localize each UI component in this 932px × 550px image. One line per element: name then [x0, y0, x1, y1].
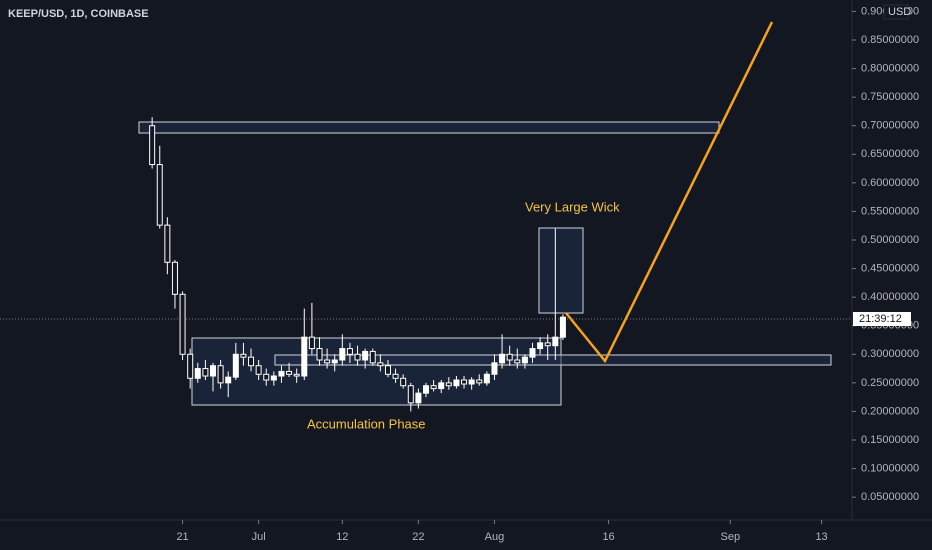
candle-body — [392, 373, 399, 379]
x-tick-label: Sep — [720, 531, 740, 543]
candle-body — [187, 353, 194, 379]
projection-path — [565, 21, 774, 364]
candle-body — [346, 348, 353, 355]
candle-body — [476, 379, 483, 384]
x-tick-label: 22 — [412, 531, 424, 543]
y-tick-label: 0.55000000 — [861, 205, 919, 217]
y-tick-label: 0.05000000 — [861, 491, 919, 503]
candle-body — [384, 365, 391, 375]
candle-body — [544, 342, 551, 347]
candle-body — [407, 385, 414, 404]
y-tick-label: 0.40000000 — [861, 291, 919, 303]
candle-body — [278, 370, 285, 377]
candle-body — [491, 362, 498, 375]
candle-body — [263, 373, 270, 381]
countdown-box — [853, 312, 911, 326]
candle-body — [225, 376, 232, 384]
x-tick-label: 16 — [602, 531, 614, 543]
candle-body — [324, 359, 331, 364]
candle-body — [514, 359, 521, 364]
candle-body — [301, 336, 308, 377]
y-tick-label: 0.60000000 — [861, 177, 919, 189]
candle-body — [423, 385, 429, 394]
x-tick-label: 13 — [815, 531, 827, 543]
x-tick-label: Jul — [252, 531, 266, 543]
x-tick-label: 21 — [176, 531, 188, 543]
candle-body — [362, 350, 369, 361]
candle-body — [354, 353, 361, 361]
chart-title: KEEP/USD, 1D, COINBASE — [8, 8, 149, 20]
candle-body — [179, 293, 186, 355]
wick-box — [538, 227, 584, 314]
candle-body — [171, 261, 178, 295]
candle-body — [331, 359, 338, 364]
candle-body — [149, 125, 156, 166]
y-tick-label: 0.80000000 — [861, 62, 919, 74]
countdown: 21:39:12 — [859, 313, 902, 325]
candle-body — [400, 377, 407, 387]
candle-body — [559, 316, 566, 338]
drawings — [0, 21, 852, 406]
candle-body — [217, 365, 224, 384]
annotation: Accumulation Phase — [307, 416, 426, 431]
candle-body — [483, 373, 490, 384]
candle-body — [468, 379, 475, 385]
y-tick-label: 0.75000000 — [861, 91, 919, 103]
y-tick-label: 0.50000000 — [861, 234, 919, 246]
annotation: Very Large Wick — [525, 199, 620, 214]
candle-body — [369, 350, 376, 364]
candle-body — [255, 365, 262, 375]
candle-body — [293, 373, 300, 377]
candle-body — [499, 353, 506, 364]
y-tick-label: 0.70000000 — [861, 120, 919, 132]
candle-body — [506, 353, 513, 361]
y-tick-label: 0.85000000 — [861, 34, 919, 46]
support-box — [274, 354, 832, 366]
candle-body — [339, 348, 346, 361]
accumulation-box — [191, 337, 562, 406]
candle-body — [194, 368, 201, 379]
candle-body — [286, 370, 293, 375]
candle-body — [415, 392, 422, 404]
candle-body — [453, 379, 460, 387]
candle-body — [156, 164, 163, 226]
candle-body — [308, 336, 315, 350]
candle-body — [316, 348, 323, 361]
y-tick-label: 0.15000000 — [861, 434, 919, 446]
candle-body — [164, 224, 171, 263]
y-tick-label: 0.30000000 — [861, 348, 919, 360]
candle-body — [270, 375, 277, 381]
x-tick-label: Aug — [485, 531, 505, 543]
y-tick-label: 0.65000000 — [861, 148, 919, 160]
currency: USD — [888, 6, 911, 18]
y-tick-label: 0.25000000 — [861, 377, 919, 389]
candle-body — [438, 382, 445, 390]
currency-box — [883, 4, 909, 20]
candle-body — [248, 356, 255, 367]
candle-body — [377, 362, 384, 367]
candle-body — [430, 385, 437, 390]
candle-body — [445, 382, 452, 387]
candle-body — [461, 379, 468, 385]
candle-body — [210, 365, 216, 377]
candle-body — [537, 342, 544, 350]
x-tick-label: 12 — [336, 531, 348, 543]
y-tick-label: 0.20000000 — [861, 405, 919, 417]
candle-body — [521, 356, 528, 364]
candle-body — [529, 348, 536, 358]
candle-body — [552, 336, 559, 347]
candles — [149, 117, 566, 412]
candle-body — [202, 368, 209, 377]
y-tick-label: 0.10000000 — [861, 462, 919, 474]
candle-body — [240, 353, 247, 358]
y-tick-label: 0.45000000 — [861, 262, 919, 274]
resistance-box — [138, 121, 720, 134]
candle-body — [232, 353, 239, 378]
